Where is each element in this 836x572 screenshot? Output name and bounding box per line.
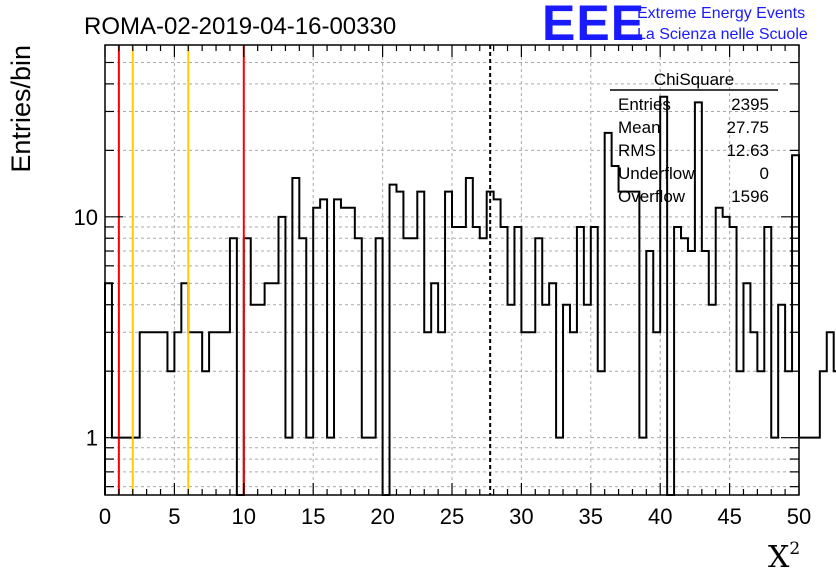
stats-title: ChiSquare xyxy=(654,70,734,89)
stats-row-value: 12.63 xyxy=(726,141,769,160)
stats-row-label: Mean xyxy=(618,118,661,137)
x-tick-label: 5 xyxy=(168,504,180,529)
grid-layer xyxy=(105,45,799,495)
y-tick-label: 1 xyxy=(86,426,98,451)
stats-row-value: 1596 xyxy=(731,187,769,206)
stats-row-value: 0 xyxy=(760,164,769,183)
axis-layer: 0 5 10 15 20 25 30 35 40 45 50 1 10 xyxy=(74,45,811,529)
histogram-layer xyxy=(104,95,836,496)
histogram-outline xyxy=(104,95,836,496)
x-tick-label: 25 xyxy=(440,504,464,529)
logo-mark: EEE xyxy=(542,0,645,51)
x-tick-label: 0 xyxy=(99,504,111,529)
x-tick-label: 20 xyxy=(370,504,394,529)
chart-title: ROMA-02-2019-04-16-00330 xyxy=(84,13,396,40)
x-tick-label: 50 xyxy=(787,504,811,529)
stats-row-label: Underflow xyxy=(618,164,695,183)
stats-box: ChiSquare Entries 2395 Mean 27.75 RMS 12.63 Un… xyxy=(610,70,778,206)
logo-line-1: Extreme Energy Events xyxy=(637,5,805,22)
stats-row-label: Entries xyxy=(618,95,671,114)
x-tick-label: 10 xyxy=(232,504,256,529)
stats-row-label: RMS xyxy=(618,141,656,160)
x-tick-label: 45 xyxy=(717,504,741,529)
stats-rows: Entries 2395 Mean 27.75 RMS 12.63 Underflow 0 Ov… xyxy=(618,95,769,206)
logo-line-2: La Scienza nelle Scuole xyxy=(637,26,808,43)
x-axis-label: X2 xyxy=(768,539,800,572)
stats-row-value: 2395 xyxy=(731,95,769,114)
x-axis-label-main: X xyxy=(768,540,790,572)
stats-row-label: Overflow xyxy=(618,187,686,206)
x-tick-label: 30 xyxy=(509,504,533,529)
vertical-lines-layer xyxy=(117,45,492,495)
y-tick-label: 10 xyxy=(74,205,98,230)
x-tick-label: 40 xyxy=(648,504,672,529)
eee-logo: EEE Extreme Energy Events La Scienza nel… xyxy=(542,0,808,51)
stats-row-value: 27.75 xyxy=(726,118,769,137)
x-tick-label: 15 xyxy=(301,504,325,529)
x-tick-label: 35 xyxy=(579,504,603,529)
x-axis-label-superscript: 2 xyxy=(789,539,800,559)
y-axis-label: Entries/bin xyxy=(6,45,36,173)
